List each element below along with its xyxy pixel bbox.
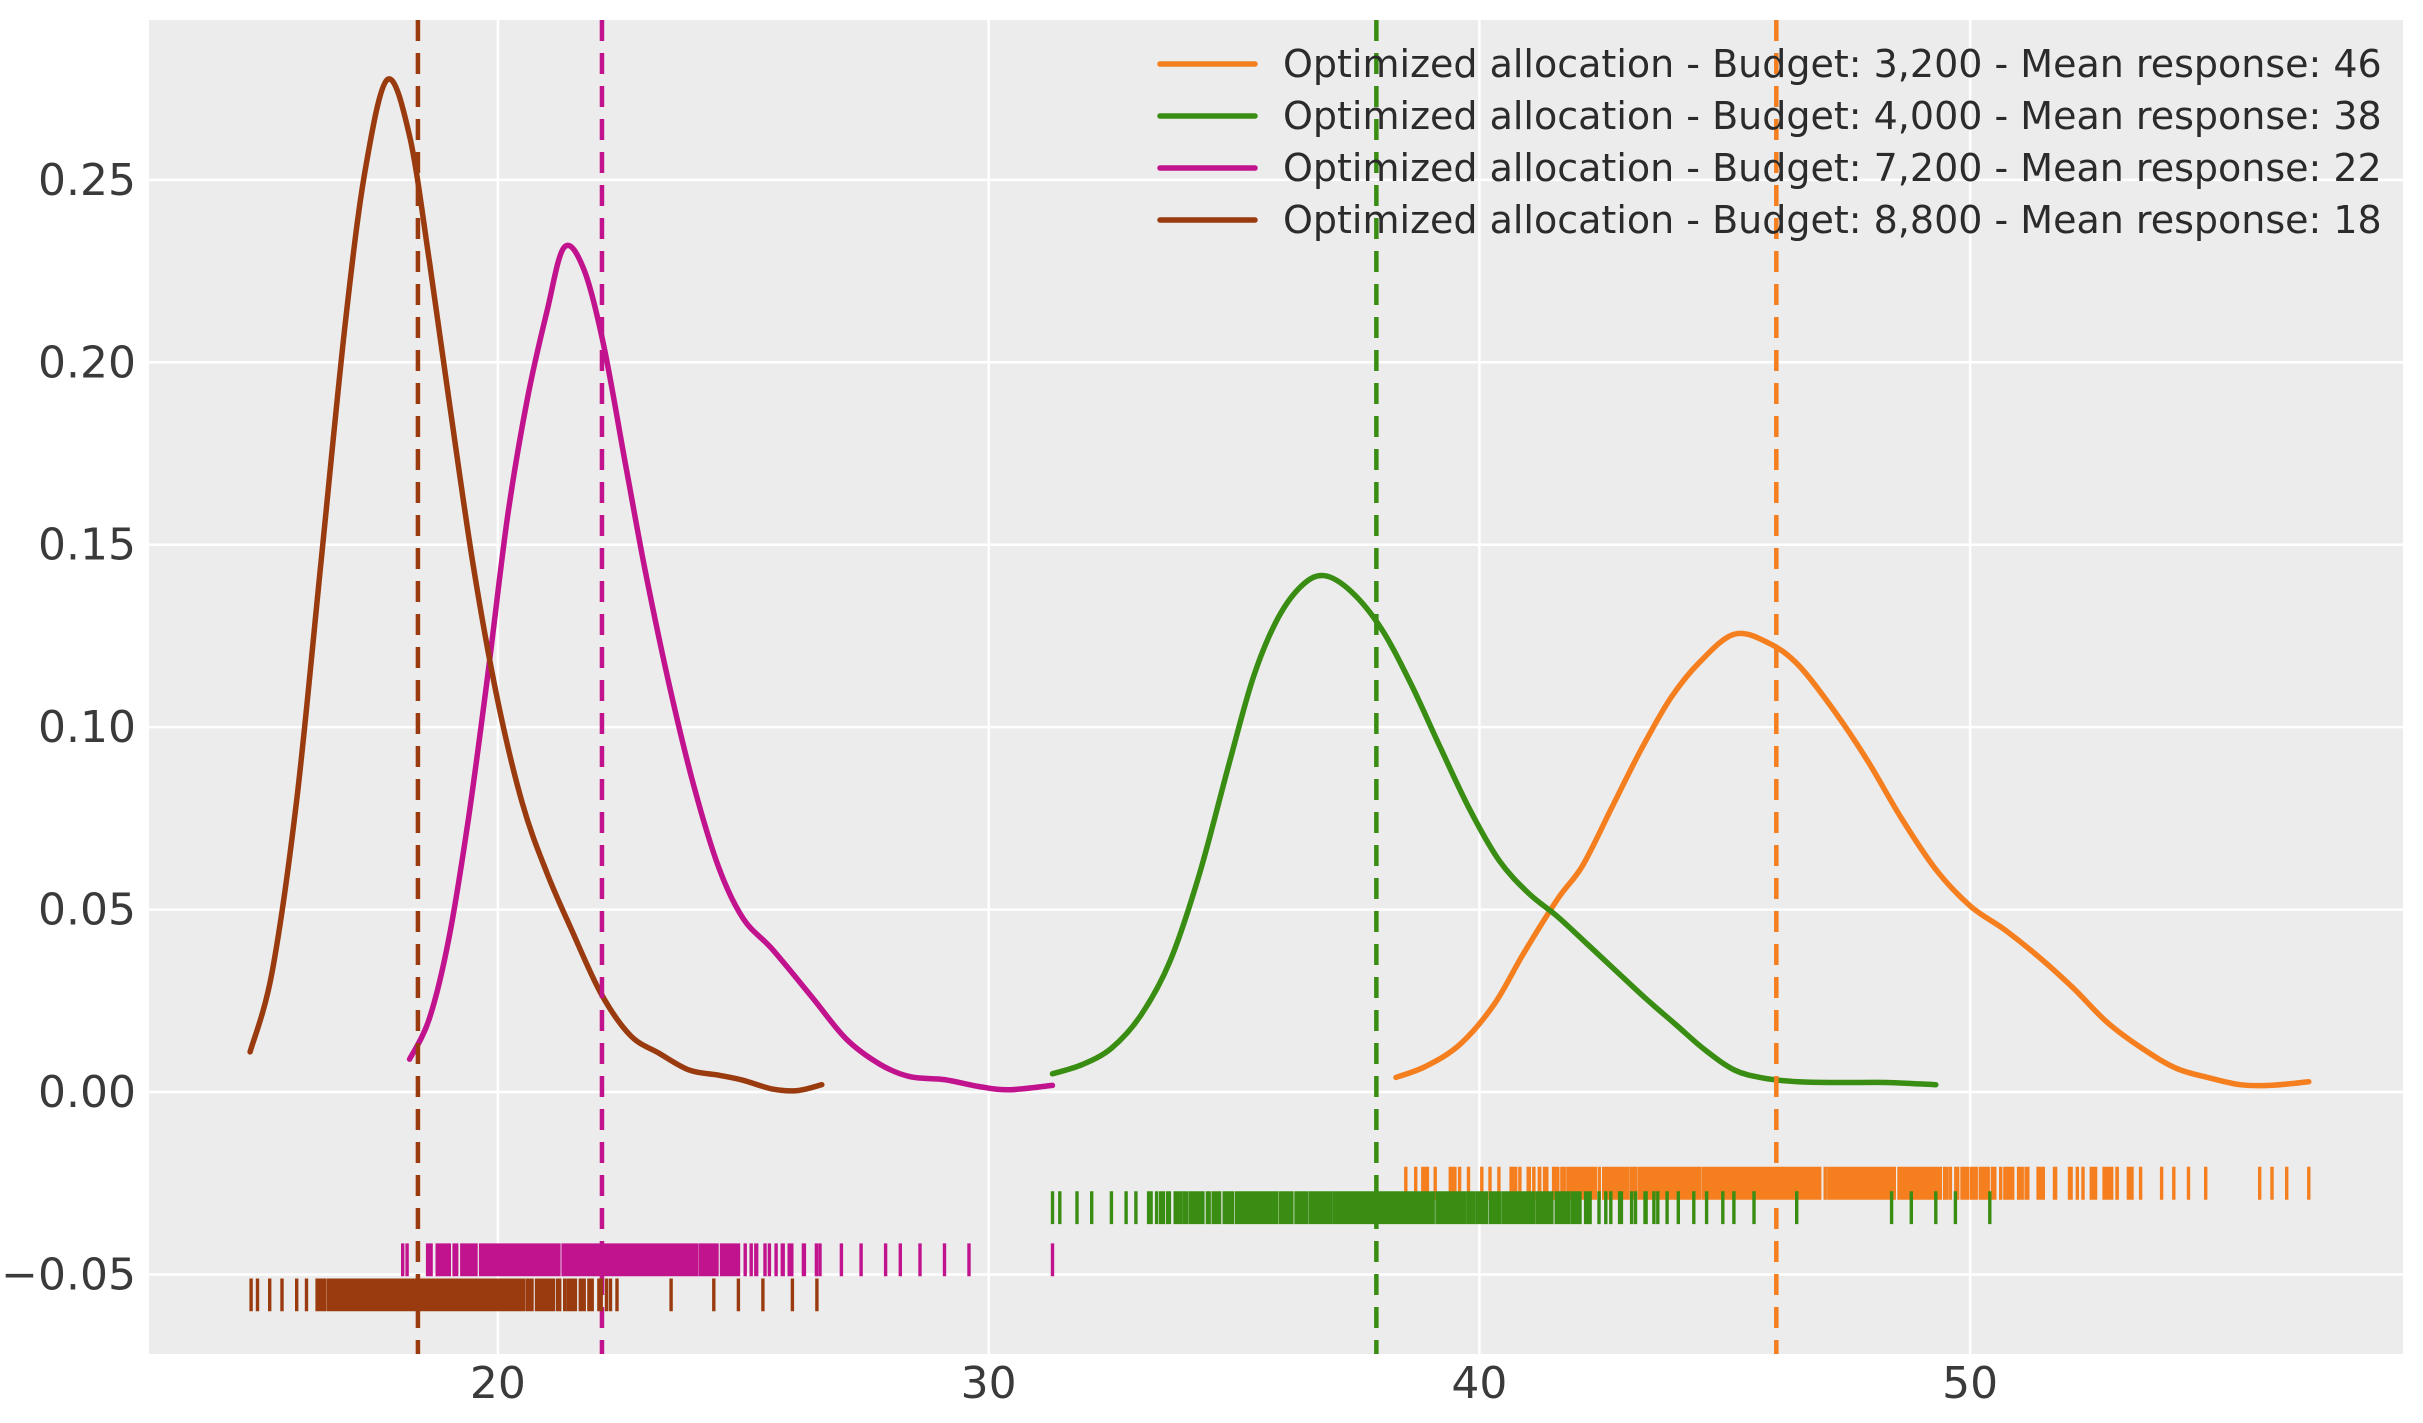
x-tick-label: 30 bbox=[961, 1358, 1017, 1409]
kde-curve-budget-8800 bbox=[247, 76, 825, 1094]
y-tick-label: 0.15 bbox=[38, 520, 136, 571]
rug-budget-3200 bbox=[1404, 1166, 2311, 1200]
y-tick-label: 0.20 bbox=[38, 337, 136, 388]
y-tick-label: 0.10 bbox=[38, 702, 136, 753]
y-tick-label: 0.00 bbox=[38, 1067, 136, 1118]
legend-label-budget-3200: Optimized allocation - Budget: 3,200 - M… bbox=[1283, 42, 2382, 86]
x-tick-label: 40 bbox=[1451, 1358, 1507, 1409]
x-tick-label: 20 bbox=[470, 1358, 526, 1409]
legend-label-budget-8800: Optimized allocation - Budget: 8,800 - M… bbox=[1283, 198, 2382, 242]
plot-background bbox=[149, 20, 2403, 1354]
kde-curve-budget-3200 bbox=[1393, 630, 2312, 1089]
rug-plots bbox=[249, 1166, 2311, 1312]
legend: Optimized allocation - Budget: 3,200 - M… bbox=[1157, 42, 2382, 242]
y-tick-label: 0.25 bbox=[38, 155, 136, 206]
rug-budget-7200 bbox=[401, 1243, 1055, 1277]
kde-curve-budget-7200 bbox=[406, 242, 1056, 1093]
mean-dashed-lines bbox=[415, 20, 1779, 1354]
gridlines bbox=[149, 20, 2403, 1354]
y-tick-label: −0.05 bbox=[1, 1249, 136, 1300]
rug-budget-8800 bbox=[249, 1278, 819, 1312]
x-tick-labels: 20 30 40 50 bbox=[470, 1358, 1998, 1409]
kde-curve-budget-4000 bbox=[1049, 572, 1939, 1088]
legend-label-budget-4000: Optimized allocation - Budget: 4,000 - M… bbox=[1283, 94, 2382, 138]
rug-budget-4000 bbox=[1050, 1191, 1992, 1225]
legend-label-budget-7200: Optimized allocation - Budget: 7,200 - M… bbox=[1283, 146, 2382, 190]
kde-curves bbox=[247, 76, 2312, 1094]
y-tick-labels: 0.25 0.20 0.15 0.10 0.05 0.00 −0.05 bbox=[1, 155, 136, 1301]
x-tick-label: 50 bbox=[1942, 1358, 1998, 1409]
y-tick-label: 0.05 bbox=[38, 885, 136, 936]
